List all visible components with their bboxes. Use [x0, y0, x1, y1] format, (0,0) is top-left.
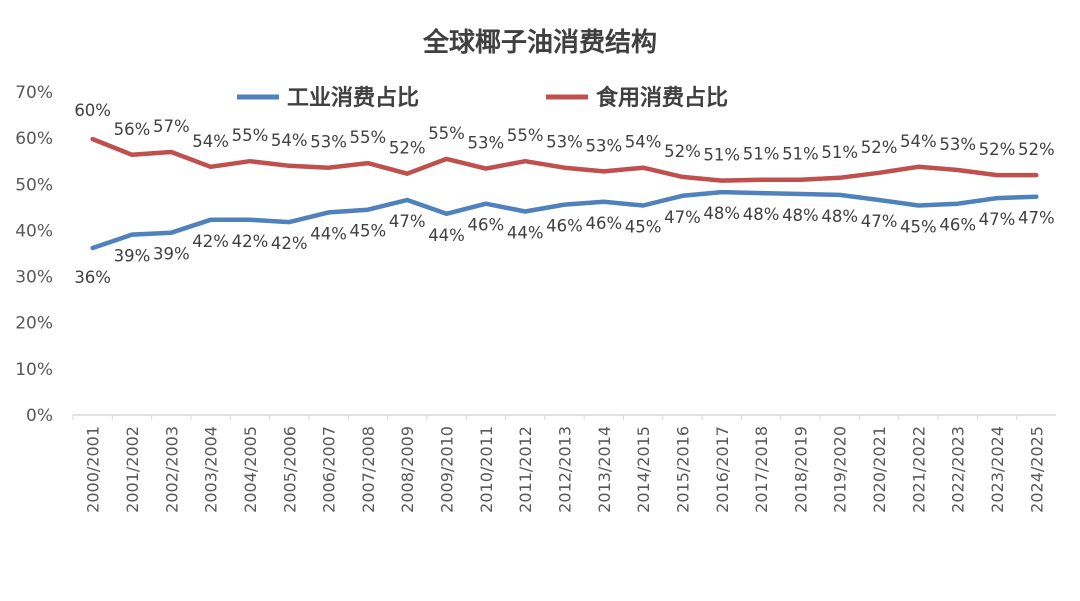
x-tick-label: 2012/2013 [556, 426, 575, 513]
x-tick-label: 2009/2010 [438, 426, 457, 513]
data-label-industrial: 42% [271, 234, 308, 253]
chart-title: 全球椰子油消费结构 [422, 27, 657, 58]
data-label-food: 53% [468, 134, 505, 153]
data-labels: 36%39% 39%42% 42% 42%44% 45%47%44%46% 44% 46% 4… [74, 101, 1054, 287]
x-tick-label: 2020/2021 [870, 426, 889, 513]
data-label-industrial: 46% [939, 216, 976, 235]
data-label-food: 55% [350, 128, 387, 147]
x-tick-label: 2018/2019 [791, 426, 810, 513]
y-axis: 0% 10% 20% 30% 40% 50% 60% 70% [15, 83, 53, 426]
data-label-industrial: 47% [979, 210, 1016, 229]
data-label-industrial: 45% [350, 222, 387, 241]
data-label-food: 53% [310, 133, 347, 152]
y-tick-label: 0% [26, 406, 53, 426]
data-label-food: 52% [979, 140, 1016, 159]
x-tick-label: 2005/2006 [280, 426, 299, 513]
data-label-industrial: 47% [389, 212, 426, 231]
data-label-food: 51% [703, 146, 740, 165]
series-line-industrial [90, 189, 1039, 251]
data-label-industrial: 48% [821, 207, 858, 226]
y-tick-label: 60% [15, 129, 53, 149]
y-tick-label: 10% [15, 360, 53, 380]
x-tick-label: 2007/2008 [359, 426, 378, 513]
data-label-food: 57% [153, 117, 190, 136]
data-label-industrial: 47% [861, 212, 898, 231]
x-tick-label: 2000/2001 [84, 426, 103, 513]
data-label-food: 56% [114, 120, 151, 139]
series-layer [90, 136, 1039, 251]
data-label-industrial: 48% [743, 205, 780, 224]
data-label-industrial: 46% [468, 216, 505, 235]
data-label-industrial: 45% [900, 218, 937, 237]
data-label-industrial: 39% [114, 247, 151, 266]
data-label-industrial: 44% [310, 224, 347, 243]
data-label-industrial: 36% [74, 268, 111, 287]
data-label-industrial: 47% [664, 208, 701, 227]
data-label-food: 51% [743, 145, 780, 164]
data-label-food: 53% [939, 135, 976, 154]
data-label-industrial: 44% [428, 226, 465, 245]
x-tick-label: 2010/2011 [477, 426, 496, 513]
x-tick-label: 2016/2017 [713, 426, 732, 513]
series-line-food [90, 136, 1039, 183]
data-label-industrial: 44% [507, 224, 544, 243]
data-label-food: 51% [821, 143, 858, 162]
data-label-industrial: 39% [153, 245, 190, 264]
x-tick-label: 2014/2015 [634, 426, 653, 513]
data-label-food: 53% [585, 136, 622, 155]
x-tick-label: 2008/2009 [398, 426, 417, 513]
data-label-industrial: 42% [232, 232, 269, 251]
x-tick-label: 2021/2022 [909, 426, 928, 513]
x-axis: 2000/2001 2001/2002 2002/2003 2003/2004 2004… [72, 415, 1046, 513]
data-label-industrial: 46% [585, 214, 622, 233]
data-label-food: 54% [271, 131, 308, 150]
x-tick-label: 2022/2023 [949, 426, 968, 513]
data-label-food: 55% [428, 124, 465, 143]
data-label-food: 54% [625, 133, 662, 152]
data-label-industrial: 47% [1018, 209, 1055, 228]
data-label-food: 55% [232, 126, 269, 145]
x-tick-label: 2002/2003 [162, 426, 181, 513]
data-label-food: 52% [1018, 140, 1055, 159]
x-tick-label: 2015/2016 [673, 426, 692, 513]
data-label-industrial: 45% [625, 218, 662, 237]
y-tick-label: 50% [15, 175, 53, 195]
data-label-industrial: 42% [192, 232, 229, 251]
x-tick-label: 2024/2025 [1027, 426, 1046, 513]
x-tick-label: 2023/2024 [988, 426, 1007, 513]
legend-label-food: 食用消费占比 [596, 85, 728, 111]
data-label-food: 52% [664, 142, 701, 161]
data-label-food: 52% [389, 139, 426, 158]
y-tick-label: 20% [15, 314, 53, 334]
x-tick-label: 2017/2018 [752, 426, 771, 513]
data-label-food: 54% [900, 132, 937, 151]
y-tick-label: 70% [15, 83, 53, 103]
x-tick-label: 2006/2007 [320, 426, 339, 513]
x-tick-label: 2019/2020 [831, 426, 850, 513]
legend-label-industrial: 工业消费占比 [287, 86, 419, 111]
x-tick-label: 2011/2012 [516, 426, 535, 513]
data-label-food: 51% [782, 145, 819, 164]
data-label-industrial: 48% [703, 204, 740, 223]
data-label-food: 60% [74, 101, 111, 120]
y-tick-label: 30% [15, 268, 53, 288]
x-tick-label: 2001/2002 [123, 426, 142, 513]
data-label-food: 55% [507, 126, 544, 145]
x-tick-label: 2003/2004 [202, 426, 221, 513]
data-label-industrial: 48% [782, 206, 819, 225]
data-label-food: 52% [861, 138, 898, 157]
y-tick-label: 40% [15, 221, 53, 241]
legend: 工业消费占比 食用消费占比 [237, 85, 728, 111]
data-label-food: 54% [192, 132, 229, 151]
data-label-food: 53% [546, 133, 583, 152]
data-label-industrial: 46% [546, 217, 583, 236]
x-tick-label: 2004/2005 [241, 426, 260, 513]
x-tick-label: 2013/2014 [595, 426, 614, 513]
